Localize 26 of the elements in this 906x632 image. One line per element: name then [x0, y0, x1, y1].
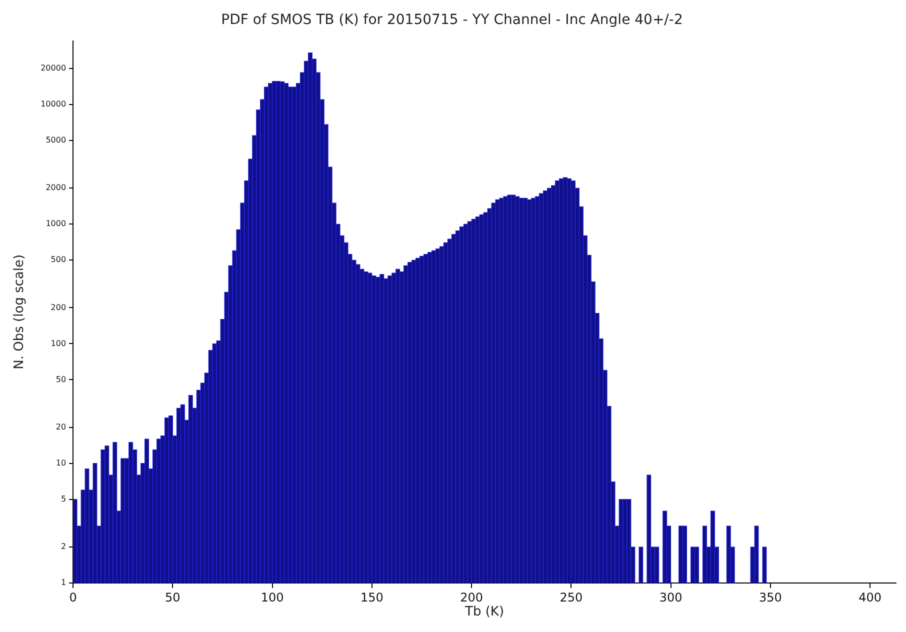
x-tick-label: 150 [360, 590, 384, 604]
x-tick-label: 350 [759, 590, 782, 604]
x-tick-label: 400 [858, 590, 882, 604]
y-tick-label: 10000 [40, 99, 66, 108]
y-tick-label: 500 [50, 255, 66, 264]
y-tick-label: 5000 [46, 135, 66, 144]
x-tick-label: 100 [260, 590, 284, 604]
x-axis-title: Tb (K) [464, 604, 504, 620]
y-axis-title: N. Obs (log scale) [12, 254, 28, 370]
x-tick-label: 50 [165, 590, 180, 604]
y-tick-label: 1000 [46, 219, 66, 228]
y-tick-label: 1 [60, 578, 66, 588]
y-tick-label: 200 [50, 302, 66, 312]
x-tick-label: 0 [69, 590, 77, 604]
x-tick-label: 200 [460, 590, 484, 604]
x-tick-label: 250 [560, 590, 583, 604]
y-tick-label: 10 [56, 458, 66, 468]
y-tick-label: 20000 [40, 63, 66, 72]
y-tick-label: 5 [60, 494, 66, 504]
y-tick-label: 2 [60, 542, 66, 552]
y-tick-label: 20 [56, 422, 66, 432]
x-tick-label: 300 [659, 590, 682, 604]
y-tick-label: 2000 [46, 183, 66, 192]
y-tick-label: 50 [56, 374, 66, 384]
chart-title: PDF of SMOS TB (K) for 20150715 - YY Channel - Inc Angle 40+/-2 [221, 12, 683, 28]
y-tick-label: 100 [50, 338, 66, 348]
